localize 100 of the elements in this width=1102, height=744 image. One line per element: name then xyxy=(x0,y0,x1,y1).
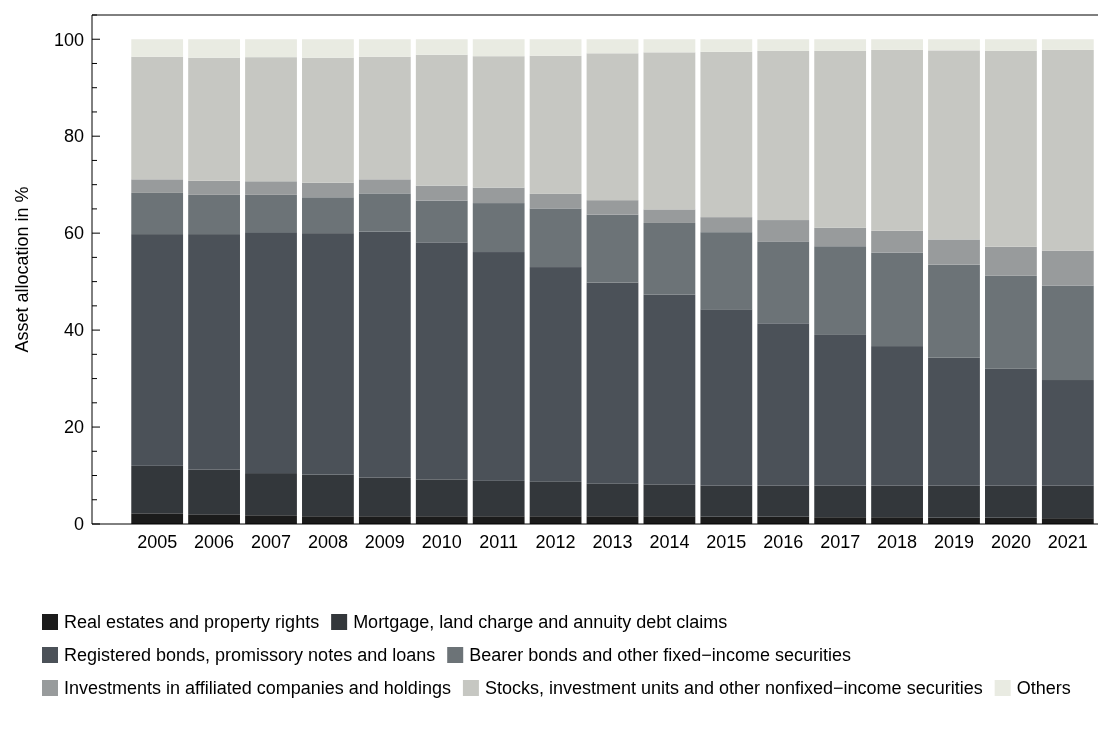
bar xyxy=(871,39,923,50)
bar xyxy=(472,39,525,57)
x-tick-label: 2008 xyxy=(307,532,348,552)
bar xyxy=(188,180,240,195)
bar xyxy=(529,208,582,268)
bar xyxy=(245,232,297,474)
bar xyxy=(985,275,1037,369)
y-tick-label: 40 xyxy=(63,320,84,341)
bar xyxy=(415,242,468,480)
bar xyxy=(472,187,525,204)
bar xyxy=(415,185,468,201)
bar xyxy=(1041,380,1094,486)
bar xyxy=(757,241,810,324)
bar xyxy=(928,50,980,240)
bar xyxy=(529,55,582,194)
bar xyxy=(871,49,923,231)
bar xyxy=(586,483,639,517)
bar xyxy=(529,267,582,482)
bar xyxy=(302,39,354,58)
y-tick-label: 80 xyxy=(63,126,84,147)
bar xyxy=(415,39,468,55)
bar xyxy=(131,56,184,180)
bar xyxy=(643,222,696,295)
bar xyxy=(358,56,411,180)
bar xyxy=(700,217,753,233)
bar xyxy=(757,220,810,242)
bar xyxy=(700,232,753,310)
bar xyxy=(188,514,240,524)
bar xyxy=(188,469,240,515)
bar xyxy=(188,57,240,181)
bar xyxy=(757,39,810,51)
legend-label: Others xyxy=(1016,678,1071,698)
x-tick-label: 2005 xyxy=(137,532,178,552)
x-tick-label: 2006 xyxy=(194,532,235,552)
bar xyxy=(245,39,297,58)
bar xyxy=(928,357,980,486)
x-tick-label: 2015 xyxy=(706,532,747,552)
bar xyxy=(757,485,810,517)
bar xyxy=(302,197,354,234)
y-axis-title: Asset allocation in % xyxy=(12,186,32,353)
y-tick-label: 60 xyxy=(63,223,84,244)
bar xyxy=(871,346,923,486)
bar xyxy=(415,200,468,243)
bar xyxy=(472,252,525,481)
bar xyxy=(358,231,411,478)
bar xyxy=(358,39,411,57)
bar xyxy=(302,474,354,517)
bar xyxy=(245,194,297,233)
bar xyxy=(302,182,354,198)
bar xyxy=(131,192,184,235)
bar xyxy=(131,234,184,466)
bar xyxy=(415,516,468,524)
x-tick-label: 2019 xyxy=(933,532,975,552)
bar xyxy=(928,485,980,518)
bar xyxy=(700,309,753,486)
y-tick-label: 0 xyxy=(73,514,84,535)
legend-label: Bearer bonds and other fixed−income securities xyxy=(469,645,851,665)
x-tick-label: 2013 xyxy=(592,532,633,552)
bar xyxy=(814,334,867,486)
bar xyxy=(1041,49,1094,251)
bar xyxy=(529,481,582,517)
bar xyxy=(302,57,354,183)
bar xyxy=(871,485,923,518)
bar xyxy=(188,39,240,58)
bar xyxy=(131,513,184,524)
y-tick-label: 20 xyxy=(63,417,84,438)
bar xyxy=(700,485,753,517)
bar xyxy=(472,480,525,517)
bar xyxy=(814,227,867,247)
bar xyxy=(188,234,240,470)
bar xyxy=(131,39,184,57)
bar xyxy=(643,39,696,53)
bar xyxy=(1041,485,1094,519)
bar xyxy=(928,264,980,358)
bar xyxy=(985,485,1037,518)
bar xyxy=(415,479,468,517)
bar xyxy=(529,193,582,209)
bar xyxy=(358,193,411,232)
bar xyxy=(302,516,354,524)
bar xyxy=(472,516,525,524)
bar xyxy=(245,57,297,182)
bar xyxy=(131,465,184,514)
bar xyxy=(245,473,297,516)
x-tick-label: 2009 xyxy=(364,532,405,552)
bar xyxy=(814,50,867,228)
x-tick-label: 2021 xyxy=(1047,532,1088,552)
bar xyxy=(472,203,525,253)
bar xyxy=(188,194,240,235)
bar xyxy=(1041,285,1094,381)
bar xyxy=(643,52,696,210)
x-tick-label: 2016 xyxy=(763,532,804,552)
legend-label: Stocks, investment units and other nonfixed−income securities xyxy=(484,678,983,698)
bar xyxy=(1041,39,1094,50)
x-tick-label: 2020 xyxy=(990,532,1031,552)
x-tick-label: 2017 xyxy=(820,532,861,552)
x-tick-label: 2012 xyxy=(535,532,576,552)
bar xyxy=(245,181,297,195)
x-tick-label: 2011 xyxy=(479,532,519,552)
legend-label: Real estates and property rights xyxy=(64,612,320,632)
y-tick-label: 100 xyxy=(53,29,84,50)
